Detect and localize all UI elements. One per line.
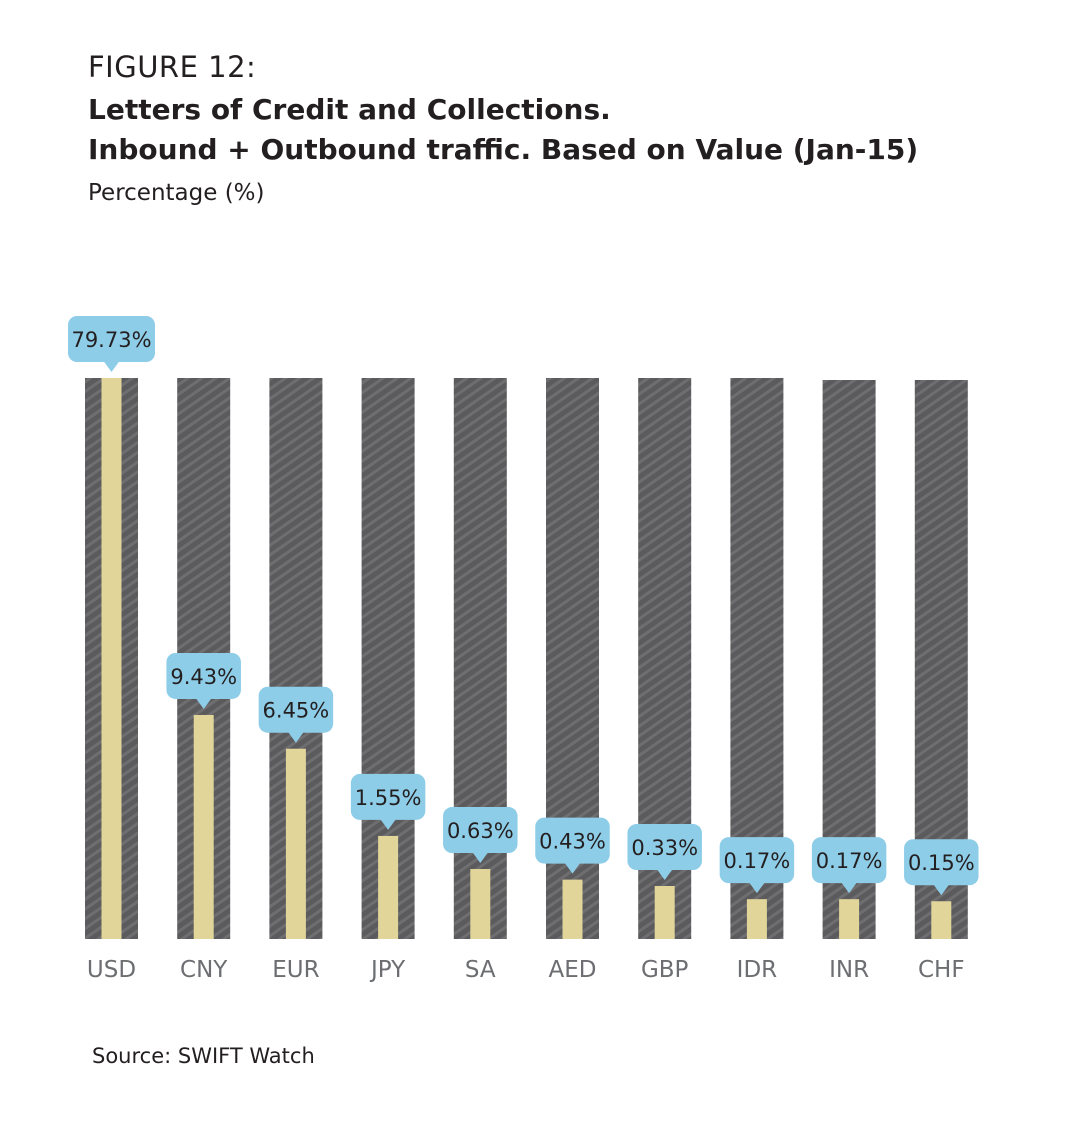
category-label-chf: CHF [918,957,965,983]
bar-eur [285,748,306,939]
data-label-pointer [564,862,581,874]
data-label-bubble-box [627,824,702,871]
data-label-pointer [287,731,304,743]
data-label-bubble-box [166,652,241,699]
data-label-cny: 9.43% [170,665,237,689]
data-label-bubble-usd: 79.73% [68,316,155,372]
bar-gbp [654,886,675,939]
bar-cny [193,714,214,939]
data-label-gbp: 0.33% [631,836,698,860]
category-label-jpy: JPY [369,957,406,983]
chart-title: Letters of Credit and Collections. Inbou… [88,90,918,170]
data-label-pointer [841,882,858,894]
data-label-bubble-idr: 0.17% [719,837,795,894]
category-label-inr: INR [829,957,869,983]
data-label-bubble-box [68,316,155,362]
data-label-sa: 0.63% [447,819,514,843]
data-label-eur: 6.45% [263,699,330,723]
data-label-pointer [380,818,397,830]
figure-label: FIGURE 12: [88,50,257,84]
bar-idr [746,899,767,939]
data-label-bubble-chf: 0.15% [904,839,979,896]
bar-chf [931,901,952,939]
bar-usd [101,378,122,939]
bar-sa [470,869,491,939]
data-label-bubble-box [258,686,334,733]
data-label-bubble-eur: 6.45% [258,686,334,743]
data-label-pointer [472,852,489,864]
bar-aed [562,879,583,939]
data-label-pointer [748,882,765,894]
data-label-pointer [103,361,120,372]
data-label-usd: 79.73% [71,328,151,352]
data-label-bubble-box [350,773,426,820]
data-label-bubble-box [811,837,887,884]
category-label-usd: USD [87,957,136,983]
data-label-inr: 0.17% [816,849,883,873]
data-label-bubble-sa: 0.63% [443,807,518,864]
data-label-bubble-cny: 9.43% [166,652,241,709]
bar-inr [839,899,860,939]
data-label-bubble-box [535,817,610,864]
category-label-idr: IDR [737,957,777,983]
data-label-bubble-box [719,837,795,884]
category-label-gbp: GBP [641,957,689,983]
chart-title-line-1: Letters of Credit and Collections. [88,93,611,126]
data-label-bubble-box [904,839,979,886]
data-label-bubble-box [443,807,518,854]
chart-title-line-2: Inbound + Outbound traffic. Based on Val… [88,133,919,166]
bar-jpy [378,835,399,939]
data-label-pointer [933,884,950,896]
data-label-pointer [656,869,673,881]
data-label-bubble-aed: 0.43% [535,817,610,874]
data-label-bubble-jpy: 1.55% [350,773,426,830]
category-label-eur: EUR [272,957,319,983]
data-label-bubble-inr: 0.17% [811,837,887,894]
data-label-aed: 0.43% [539,830,606,854]
source-note: Source: SWIFT Watch [92,1044,315,1068]
category-label-aed: AED [549,957,597,983]
y-axis-unit-label: Percentage (%) [88,180,265,206]
data-label-idr: 0.17% [724,849,791,873]
category-label-cny: CNY [180,957,228,983]
data-label-bubble-gbp: 0.33% [627,824,702,881]
data-label-pointer [195,697,212,709]
category-label-sa: SA [465,957,496,983]
data-label-jpy: 1.55% [355,786,422,810]
data-label-chf: 0.15% [908,851,975,875]
